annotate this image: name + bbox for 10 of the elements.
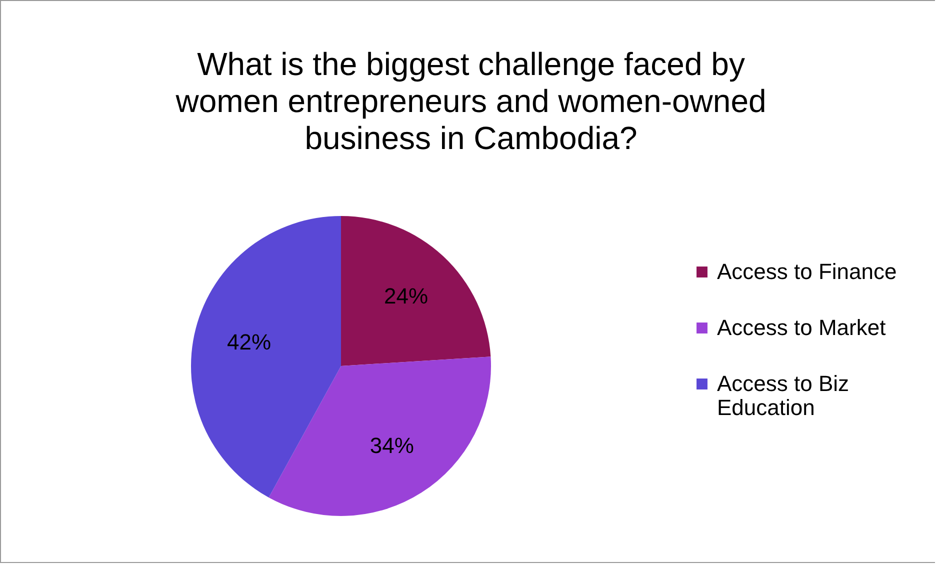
legend-label: Access to Biz Education (717, 371, 850, 420)
legend-label: Access to Finance (717, 259, 897, 284)
data-label: 34% (370, 433, 414, 458)
pie-slice (191, 216, 341, 498)
pie-slice (341, 216, 491, 366)
legend-label: Access to Market (717, 315, 886, 340)
pie-slice (268, 356, 491, 516)
data-label: 24% (384, 284, 428, 309)
data-label: 42% (226, 329, 272, 354)
chart-title: What is the biggest challenge faced by women entrepreneurs and women-owned business in Cambodia? (174, 46, 766, 156)
